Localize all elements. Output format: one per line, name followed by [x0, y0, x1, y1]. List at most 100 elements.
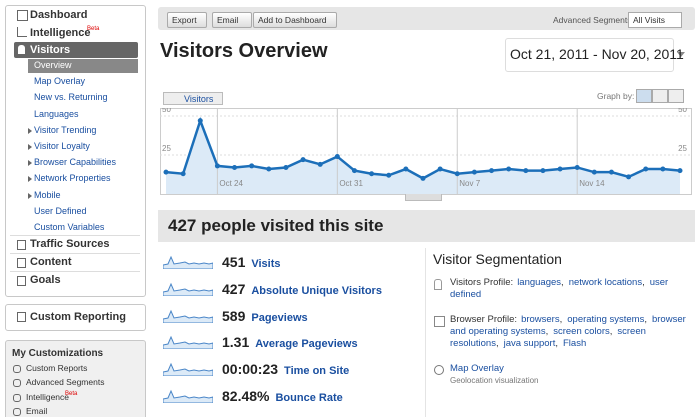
point	[351, 168, 357, 174]
toolbar-button[interactable]: Email	[212, 12, 252, 28]
metric-label[interactable]: Absolute Unique Visitors	[251, 284, 382, 297]
profile-link[interactable]: user defined	[450, 277, 669, 300]
profile-link[interactable]: screen resolutions	[450, 326, 646, 349]
expand-arrow	[28, 127, 32, 134]
submenu-item[interactable]: Browser Capabilities	[34, 157, 117, 168]
custom-reporting-panel	[5, 304, 146, 331]
date-box[interactable]	[505, 38, 674, 72]
submenu-item[interactable]: New vs. Returning	[34, 92, 108, 103]
point	[454, 171, 460, 177]
summary-title: 427 people visited this site	[168, 216, 384, 235]
point	[420, 175, 426, 181]
metric-label[interactable]: Pageviews	[251, 311, 308, 324]
sparkline	[163, 282, 213, 296]
nav-item[interactable]: Custom Reporting	[30, 311, 126, 323]
profile-icon	[434, 316, 445, 327]
expand-arrow	[28, 192, 32, 199]
metric-row: 451 Visits	[222, 254, 281, 270]
segment-select[interactable]: All Visits	[628, 12, 682, 28]
point	[163, 169, 169, 175]
submenu-item[interactable]: Mobile	[34, 189, 61, 200]
profile-link[interactable]: languages	[517, 277, 562, 288]
date-range[interactable]: Oct 21, 2011 - Nov 20, 2011	[510, 46, 684, 62]
profile-link[interactable]: java support	[503, 338, 556, 349]
date-dropdown[interactable]	[677, 52, 685, 57]
point	[300, 157, 306, 163]
point	[591, 169, 597, 175]
point	[540, 168, 546, 174]
profile-link[interactable]: browsers	[521, 314, 560, 325]
item-icon	[13, 379, 21, 388]
submenu-item[interactable]: Map Overlay	[34, 76, 86, 87]
customizations-title: My Customizations	[12, 348, 104, 359]
nav-item[interactable]: Content	[30, 256, 72, 268]
point	[214, 163, 220, 169]
customization-item[interactable]: Advanced Segments	[26, 377, 105, 388]
toolbar-button[interactable]: Add to Dashboard	[253, 12, 337, 28]
metric-label[interactable]: Visits	[251, 258, 281, 270]
y-tick-label: 50	[678, 108, 687, 114]
metric-value: 451	[222, 254, 246, 270]
submenu-item[interactable]: Overview	[34, 60, 72, 70]
sparkline	[163, 255, 213, 269]
section-rule	[10, 271, 140, 272]
nav-item[interactable]: Intelligence	[30, 27, 91, 39]
x-tick-label: Nov 14	[579, 179, 605, 188]
dashboard-icon	[17, 10, 28, 21]
point	[660, 166, 666, 172]
point	[574, 164, 580, 170]
item-icon	[13, 407, 21, 416]
profile-link[interactable]: browser and operating systems	[450, 314, 686, 337]
customizations-panel	[5, 340, 146, 417]
profile-link[interactable]: Flash	[563, 338, 587, 349]
map-overlay-link[interactable]: Map Overlay	[450, 363, 504, 374]
chart-handle[interactable]	[405, 193, 442, 201]
metric-label[interactable]: Average Pageviews	[255, 338, 358, 351]
submenu-item[interactable]: Network Properties	[34, 173, 111, 184]
profile-link[interactable]: operating systems	[567, 314, 645, 325]
submenu-item[interactable]: Visitor Trending	[34, 124, 97, 135]
point	[180, 171, 186, 177]
point	[197, 118, 203, 124]
metric-value: 427	[222, 280, 246, 297]
point	[334, 154, 340, 160]
graph-by-button	[652, 89, 668, 103]
submenu-item[interactable]: Visitor Loyalty	[34, 141, 90, 151]
point	[557, 166, 563, 172]
customization-item[interactable]: Email	[26, 405, 48, 416]
chart: 25 25 50 50 Oct 24 Oct 31 Nov 7 Nov 14	[160, 108, 690, 194]
point	[283, 164, 289, 170]
metric-value: 1.31	[222, 334, 250, 351]
series-tab[interactable]: Visitors	[163, 92, 223, 105]
profile-link[interactable]: screen colors	[553, 326, 610, 337]
section-rule	[10, 235, 140, 236]
customization-item[interactable]: Intelligence	[26, 391, 70, 402]
separator: ,	[609, 326, 613, 337]
metric-value: 82.48%	[222, 388, 270, 404]
section-rule	[10, 253, 140, 254]
nav-item[interactable]: Traffic Sources	[30, 238, 110, 250]
point	[369, 171, 375, 177]
point	[626, 174, 632, 180]
profile-link[interactable]: network locations	[568, 277, 643, 288]
separator: ,	[495, 338, 499, 349]
nav-item[interactable]: Goals	[30, 274, 61, 286]
metric-label[interactable]: Time on Site	[284, 365, 350, 378]
point	[403, 166, 409, 172]
point	[266, 166, 272, 172]
nav-item[interactable]: Dashboard	[30, 9, 88, 21]
metric-row: 589 Pageviews	[222, 308, 308, 324]
nav-item[interactable]: Visitors	[30, 44, 71, 56]
point	[386, 172, 392, 178]
customization-item[interactable]: Custom Reports	[26, 363, 88, 373]
submenu-item[interactable]: User Defined	[34, 205, 87, 216]
metric-label[interactable]: Bounce Rate	[275, 392, 343, 404]
profile-icon	[434, 279, 442, 290]
expand-arrow	[28, 144, 32, 150]
x-tick-label: Oct 24	[219, 179, 243, 188]
toolbar-button[interactable]: Export	[167, 12, 207, 28]
submenu-item[interactable]: Languages	[34, 108, 79, 119]
section-icon	[17, 276, 26, 286]
submenu-item[interactable]: Custom Variables	[34, 222, 105, 232]
expand-arrow	[28, 160, 32, 167]
